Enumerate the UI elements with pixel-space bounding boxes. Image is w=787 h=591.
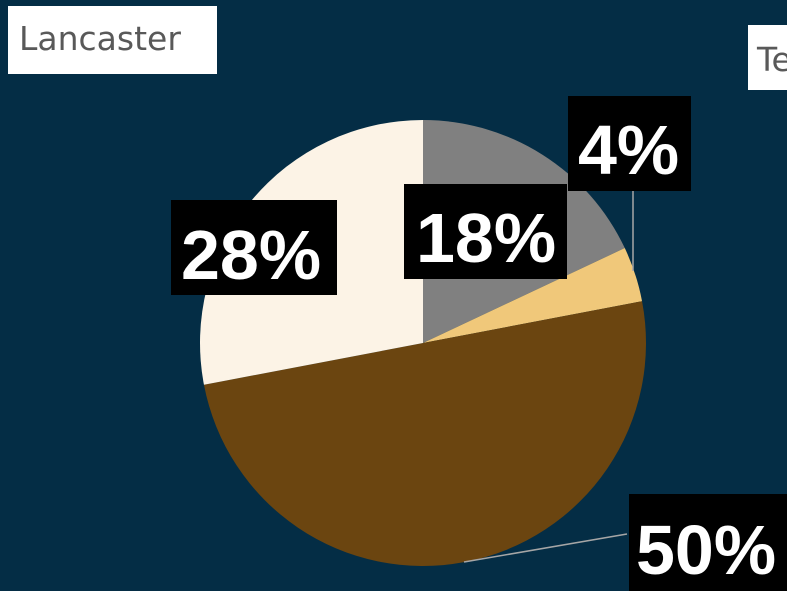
data-label-18pct: 18%	[404, 184, 567, 279]
data-label-28pct: 28%	[171, 200, 337, 295]
pie-slice-50pct	[203, 301, 646, 566]
data-labels: 18% 4% 50% 28%	[171, 96, 787, 591]
data-label-50pct: 50%	[629, 494, 787, 591]
chart-title: Lancaster	[8, 6, 217, 74]
leader-line-50pct	[463, 533, 628, 563]
data-label-box	[629, 494, 787, 591]
next-chart-title-partial: Te	[748, 25, 787, 90]
leader-lines	[463, 191, 634, 563]
data-label-box	[568, 96, 691, 191]
pie-slices	[199, 120, 646, 566]
pie-slice-4pct	[423, 248, 643, 343]
data-label-box	[171, 200, 337, 295]
data-label-box	[404, 184, 567, 279]
data-label-text: 18%	[416, 199, 556, 277]
data-label-text: 4%	[578, 111, 679, 189]
data-label-text: 50%	[636, 511, 776, 589]
data-label-text: 28%	[181, 216, 321, 294]
data-label-4pct: 4%	[568, 96, 691, 191]
